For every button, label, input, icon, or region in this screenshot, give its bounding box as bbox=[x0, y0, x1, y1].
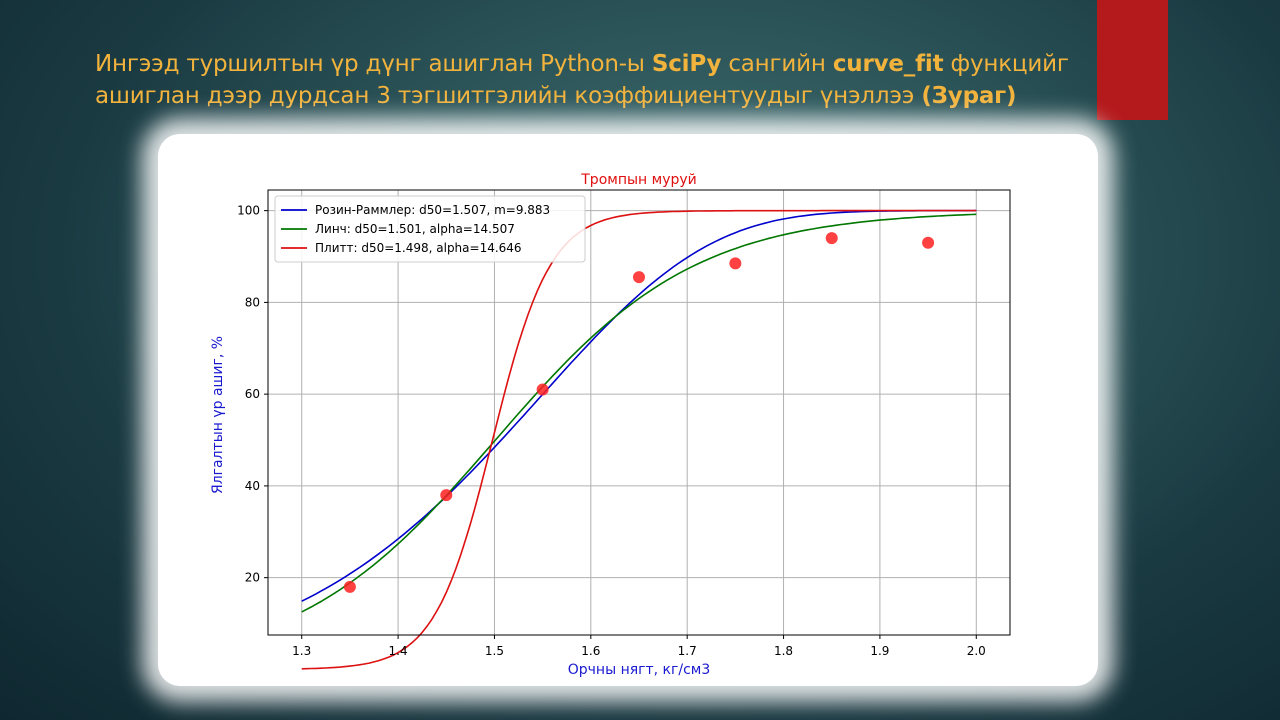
y-axis-label: Ялгалтын үр ашиг, % bbox=[210, 336, 226, 494]
data-point bbox=[440, 489, 453, 502]
grid bbox=[268, 190, 1010, 635]
data-point bbox=[536, 383, 549, 396]
x-tick-label: 1.3 bbox=[292, 644, 311, 658]
y-tick-label: 80 bbox=[245, 295, 260, 309]
x-tick-label: 1.6 bbox=[581, 644, 600, 658]
red-accent-bar bbox=[1097, 0, 1168, 120]
y-tick-label: 100 bbox=[237, 204, 260, 218]
data-point bbox=[825, 232, 838, 245]
x-tick-label: 2.0 bbox=[967, 644, 986, 658]
title-segment: сангийн bbox=[721, 51, 833, 77]
series-line-3 bbox=[301, 209, 977, 670]
x-axis-label: Орчны нягт, кг/см3 bbox=[568, 662, 711, 678]
ticks: 1.3 1.4 1.5 1.6 1.7 1.8 1.9 2.0 20 40 60 80 100 bbox=[237, 204, 986, 658]
plot-frame bbox=[267, 189, 1011, 636]
title-segment: (Зураг) bbox=[921, 83, 1017, 109]
x-tick-label: 1.4 bbox=[389, 644, 408, 658]
x-tick-label: 1.8 bbox=[774, 644, 793, 658]
title-segment: curve_fit bbox=[832, 51, 944, 77]
data-points bbox=[343, 232, 935, 593]
data-point bbox=[343, 580, 356, 593]
y-tick-label: 20 bbox=[245, 571, 260, 585]
chart-title: Тромпын муруй bbox=[580, 172, 697, 188]
y-tick-label: 40 bbox=[245, 479, 260, 493]
title-segment: Ингээд туршилтын үр дүнг ашиглан Python-… bbox=[95, 51, 652, 77]
legend-entry: Плитт: d50=1.498, alpha=14.646 bbox=[315, 241, 522, 255]
series-line-2 bbox=[301, 213, 977, 613]
legend-box bbox=[274, 195, 586, 263]
curves bbox=[301, 209, 977, 670]
data-point bbox=[729, 257, 742, 270]
title-segment: SciPy bbox=[651, 51, 722, 77]
x-tick-label: 1.5 bbox=[485, 644, 504, 658]
data-point bbox=[922, 236, 935, 249]
slide-title: Ингээд туршилтын үр дүнг ашиглан Python-… bbox=[95, 48, 1175, 112]
legend-entry: Розин-Раммлер: d50=1.507, m=9.883 bbox=[315, 203, 550, 217]
y-tick-label: 60 bbox=[245, 387, 260, 401]
legend: Розин-Раммлер: d50=1.507, m=9.883 Линч: d… bbox=[274, 195, 586, 263]
title-segment: функцийг ашиглан дээр дурдсан 3 тэгшитгэ… bbox=[95, 51, 1069, 109]
x-tick-label: 1.9 bbox=[870, 644, 889, 658]
data-point bbox=[633, 271, 645, 284]
series-line-1 bbox=[301, 209, 977, 602]
legend-entry: Линч: d50=1.501, alpha=14.507 bbox=[315, 222, 515, 236]
x-tick-label: 1.7 bbox=[678, 644, 697, 658]
tromp-curve-chart: Тромпын муруй 1.3 1.4 1.5 1.6 1.7 1.8 1.9 2.0 20… bbox=[210, 172, 1011, 678]
